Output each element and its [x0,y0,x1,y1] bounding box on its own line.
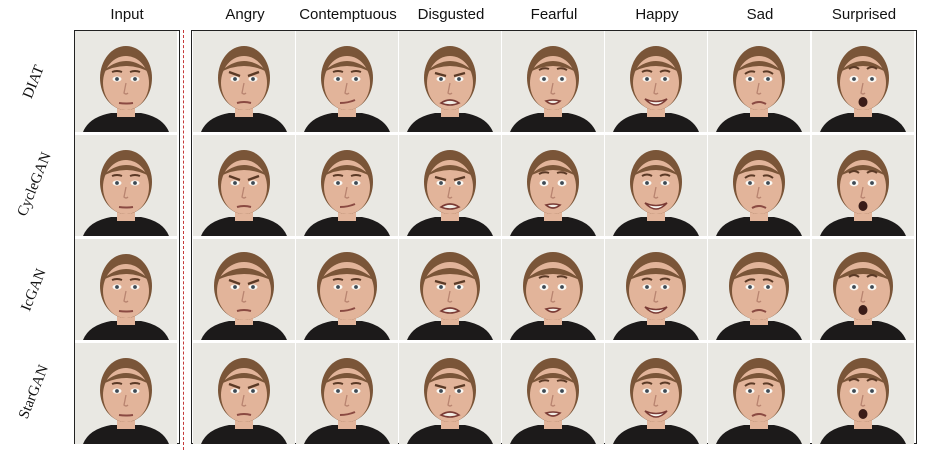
face-image-cyclegan-fearful [502,135,604,236]
row-label-diat: DIAT [20,63,48,101]
row-label-cyclegan: CycleGAN [14,150,55,219]
face-image-stargan-fearful [502,343,604,444]
face-image-icgan-disgusted [399,239,501,340]
face-image-diat-fearful [502,31,604,132]
face-image-diat-contemptuous [296,31,398,132]
column-header-contemptuous: Contemptuous [299,6,397,23]
face-image-stargan-angry [193,343,295,444]
face-image-diat-happy [605,31,707,132]
face-image-cyclegan-sad [708,135,810,236]
column-header-angry: Angry [225,6,265,23]
column-header-input: Input [110,6,144,23]
face-image-icgan-angry [193,239,295,340]
dashed-divider [183,30,184,450]
row-label-stargan: StarGAN [15,362,53,422]
column-header-disgusted: Disgusted [417,6,485,23]
face-image-diat-surprised [812,31,914,132]
face-image-diat-input [75,31,177,132]
face-image-cyclegan-input [75,135,177,236]
row-label-icgan: IcGAN [18,266,50,314]
face-image-cyclegan-happy [605,135,707,236]
face-image-icgan-contemptuous [296,239,398,340]
face-image-cyclegan-disgusted [399,135,501,236]
face-image-stargan-disgusted [399,343,501,444]
face-image-stargan-input [75,343,177,444]
face-image-icgan-sad [708,239,810,340]
face-image-stargan-contemptuous [296,343,398,444]
column-header-fearful: Fearful [530,6,578,23]
face-image-stargan-surprised [812,343,914,444]
face-image-diat-angry [193,31,295,132]
face-image-diat-disgusted [399,31,501,132]
face-image-cyclegan-surprised [812,135,914,236]
face-image-cyclegan-contemptuous [296,135,398,236]
face-image-stargan-sad [708,343,810,444]
column-header-sad: Sad [746,6,774,23]
column-header-happy: Happy [635,6,679,23]
face-image-cyclegan-angry [193,135,295,236]
face-image-diat-sad [708,31,810,132]
face-image-stargan-happy [605,343,707,444]
face-image-icgan-surprised [812,239,914,340]
face-image-icgan-fearful [502,239,604,340]
column-header-surprised: Surprised [831,6,897,23]
face-image-icgan-input [75,239,177,340]
face-image-icgan-happy [605,239,707,340]
